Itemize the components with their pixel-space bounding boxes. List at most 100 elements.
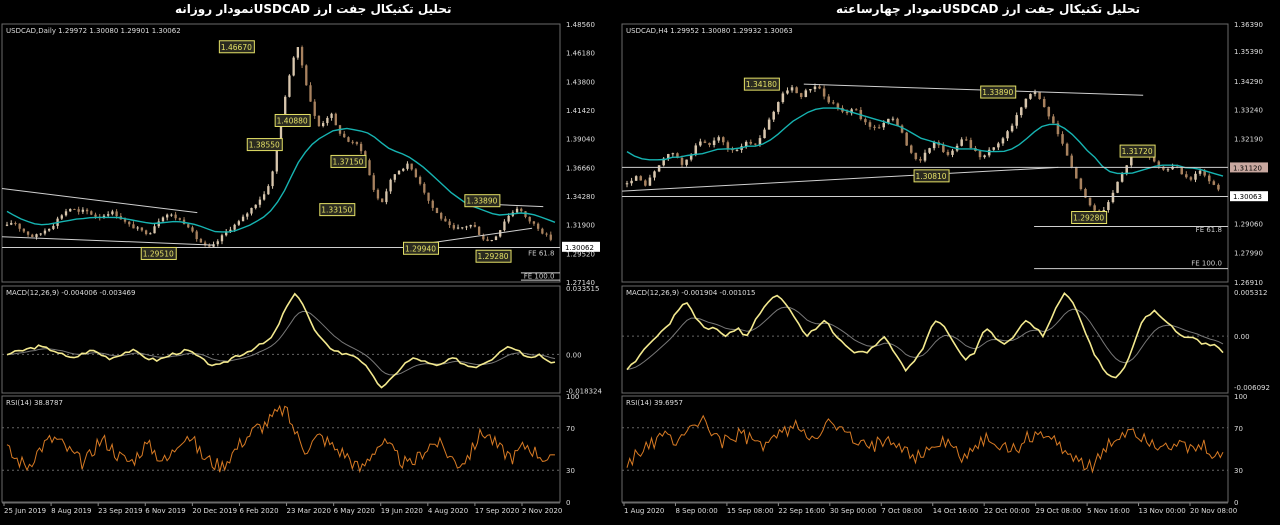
x-tick-label: 6 May 2020 <box>334 507 375 515</box>
candle-body <box>490 240 493 242</box>
candle-body <box>288 75 291 97</box>
candle-body <box>111 211 114 215</box>
price-tick-label: 1.36660 <box>566 164 595 172</box>
price-tick-label: 1.43800 <box>566 78 595 86</box>
candle-body <box>486 239 489 242</box>
price-label: 1.33890 <box>982 88 1013 97</box>
h4-chart-panel[interactable]: 1.36390 1.35390 1.34290 1.33240 1.32190 1.311… <box>620 20 1280 521</box>
candle-body <box>410 163 413 170</box>
candle-body <box>187 224 190 228</box>
price-tick-label: 1.36390 <box>1234 21 1263 29</box>
rsi-tick-label: 100 <box>566 393 579 401</box>
candle-body <box>355 142 359 144</box>
price-tick-label: 1.34290 <box>1234 78 1263 86</box>
macd-tick-label: 0.033515 <box>566 285 599 293</box>
candle-body <box>532 221 536 224</box>
trendline <box>803 83 1144 96</box>
candle-body <box>722 137 725 143</box>
candle-body <box>767 119 771 130</box>
price-tick-label: 1.39040 <box>566 136 595 144</box>
candle-body <box>1162 166 1165 170</box>
price-label-box <box>319 203 356 217</box>
x-tick-label: 25 Jun 2019 <box>4 507 46 515</box>
price-label: 1.29940 <box>405 244 436 253</box>
candle-body <box>284 96 287 125</box>
chart-header: USDCAD,H4 1.29952 1.30080 1.29932 1.3006… <box>626 27 793 35</box>
price-tag-label: 1.31120 <box>1233 164 1262 172</box>
candle-body <box>1001 138 1005 144</box>
x-tick-label: 17 Sep 2020 <box>475 507 519 515</box>
candle-body <box>225 231 228 236</box>
candle-body <box>427 192 430 201</box>
candle-body <box>43 230 47 234</box>
candle-body <box>208 245 211 247</box>
x-tick-label: 23 Sep 2019 <box>98 507 142 515</box>
candle-body <box>694 145 698 155</box>
candle-body <box>928 148 931 153</box>
candle-body <box>1033 91 1037 94</box>
candle-body <box>667 154 670 159</box>
candle-body <box>351 141 354 143</box>
price-label-box <box>913 169 950 183</box>
trendline <box>1 188 198 214</box>
candle-body <box>77 209 80 212</box>
h4-chart[interactable]: 1.36390 1.35390 1.34290 1.33240 1.32190 1.311… <box>620 20 1280 521</box>
macd-tick-label: -0.006092 <box>1234 384 1270 392</box>
candle-body <box>1052 116 1055 124</box>
rsi-line <box>6 404 556 474</box>
price-label: 1.33890 <box>466 197 497 206</box>
candle-body <box>923 152 927 161</box>
candle-body <box>435 207 439 214</box>
rsi-tick-label: 0 <box>566 499 570 507</box>
x-tick-label: 2 Nov 2020 <box>522 507 562 515</box>
price-tick-label: 1.41420 <box>566 107 595 115</box>
candle-body <box>305 65 308 86</box>
candle-body <box>31 234 34 237</box>
candle-body <box>1171 166 1174 170</box>
candle-body <box>279 124 283 149</box>
candle-body <box>161 217 165 222</box>
candle-body <box>1111 192 1115 203</box>
candle-body <box>18 223 21 229</box>
candle-body <box>758 138 762 145</box>
candle-body <box>153 226 156 234</box>
candle-body <box>233 224 236 230</box>
candle-body <box>203 242 207 246</box>
candle-body <box>191 227 194 232</box>
price-tick-label: 1.26910 <box>1234 279 1263 287</box>
candle-body <box>1065 143 1069 156</box>
candle-body <box>786 90 789 94</box>
price-tick-label: 1.34280 <box>566 193 595 201</box>
candle-body <box>178 218 181 220</box>
candle-body <box>1042 99 1046 108</box>
current-price-label: 1.30062 <box>565 244 594 252</box>
current-price-tag <box>1230 191 1268 202</box>
price-label: 1.40880 <box>277 116 308 125</box>
price-label-box <box>464 194 501 208</box>
candle-body <box>1207 175 1211 182</box>
candle-body <box>376 189 380 199</box>
candle-body <box>744 141 748 147</box>
candle-body <box>1166 169 1170 171</box>
rsi-tick-label: 100 <box>1234 393 1247 401</box>
candle-body <box>22 228 26 232</box>
candle-body <box>1212 181 1216 185</box>
candle-body <box>1116 181 1119 193</box>
daily-chart-panel[interactable]: 1.48560 1.46180 1.43800 1.41420 1.39040 1.366… <box>0 20 612 521</box>
candle-body <box>1024 98 1028 108</box>
candle-body <box>1198 170 1202 174</box>
x-tick-label: 20 Nov 08:00 <box>1190 507 1237 515</box>
candle-body <box>326 117 329 124</box>
candle-body <box>1029 93 1032 99</box>
candle-body <box>850 109 853 114</box>
candle-body <box>1010 125 1014 132</box>
price-label-box <box>1071 211 1108 224</box>
price-label-box <box>330 154 367 168</box>
candle-body <box>85 209 89 212</box>
candle-body <box>689 154 693 160</box>
daily-chart[interactable]: 1.48560 1.46180 1.43800 1.41420 1.39040 1.366… <box>0 20 612 521</box>
candle-body <box>402 168 405 171</box>
candle-body <box>946 151 950 155</box>
macd-panel-border <box>621 285 1229 394</box>
candle-body <box>452 225 455 229</box>
